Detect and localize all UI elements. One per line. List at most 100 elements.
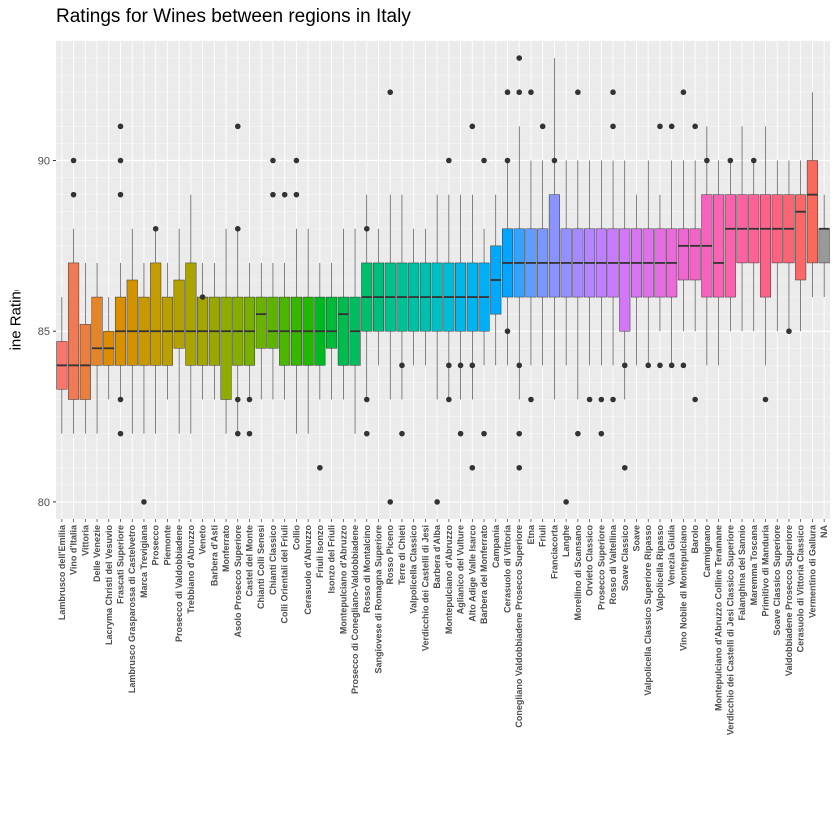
outlier-point	[610, 123, 616, 130]
outlier-point	[575, 430, 581, 437]
outlier-point	[399, 430, 405, 437]
axis-layer: 80 85 90 Lambrusco dell'Emilia Vino d'Italia…	[38, 156, 829, 736]
x-tick-label: Campania	[491, 524, 501, 568]
outlier-point	[786, 328, 792, 335]
x-tick-label: Orvieto Classico	[585, 525, 595, 597]
x-tick-label: NA	[819, 525, 829, 538]
x-tick-label: Terre di Chieti	[397, 525, 407, 585]
outlier-point	[727, 157, 734, 164]
box	[818, 228, 830, 264]
x-tick-label: Aglianico del Vulture	[456, 525, 466, 614]
outlier-point	[563, 499, 569, 505]
outlier-point	[141, 499, 147, 505]
x-tick-label: Trebbiano d'Abruzzo	[186, 525, 196, 614]
outlier-point	[481, 157, 487, 164]
x-tick-label: Valpolicella Classico Superiore Ripasso	[643, 525, 653, 696]
box	[326, 296, 338, 349]
outlier-point	[363, 225, 370, 232]
outlier-point	[246, 430, 253, 437]
x-tick-label: Asolo Prosecco Superiore	[233, 525, 243, 638]
box	[713, 194, 725, 298]
x-tick-label: Lacryma Christi del Vesuvio	[104, 525, 114, 646]
outlier-point	[516, 362, 523, 369]
outlier-point	[363, 430, 370, 437]
outlier-point	[528, 396, 534, 403]
box	[68, 262, 80, 400]
outlier-point	[504, 328, 511, 335]
box	[173, 279, 185, 349]
outlier-point	[117, 430, 124, 437]
x-tick-label: Valpolicella Classico	[409, 524, 419, 613]
outlier-point	[528, 89, 534, 96]
x-tick-label: Barbera d'Alba	[432, 524, 442, 589]
x-tick-label: Isonzo del Friuli	[327, 525, 337, 594]
x-tick-label: Vermentino di Gallura	[807, 524, 817, 618]
outlier-point	[234, 225, 241, 232]
x-tick-label: Soave	[632, 525, 642, 552]
box	[220, 296, 232, 400]
x-tick-label: Montepulciano d'Abruzzo	[444, 525, 454, 635]
outlier-point	[117, 123, 124, 130]
outlier-point	[199, 294, 206, 300]
x-tick-label: Maremma Toscana	[749, 524, 759, 605]
outlier-point	[645, 362, 652, 369]
outlier-point	[598, 430, 605, 437]
x-tick-label: Cerasuolo di Vittoria Classico	[796, 525, 806, 653]
x-tick-label: Piemonte	[162, 525, 172, 566]
x-tick-label: Vino Nobile di Montepulciano	[678, 525, 688, 651]
x-tick-label: Vittoria	[80, 524, 90, 556]
y-tick-label: 80	[38, 497, 50, 509]
x-tick-label: Rosso di Valtellina	[608, 524, 618, 605]
outlier-point	[469, 464, 476, 471]
outlier-point	[668, 123, 675, 130]
x-tick-label: Frascati Superiore	[116, 525, 126, 604]
outlier-point	[610, 396, 616, 403]
outlier-point	[70, 157, 77, 164]
y-axis-title: Wine Ratings	[8, 290, 25, 350]
x-tick-label: Friuli	[538, 525, 548, 547]
x-tick-label: Lambrusco dell'Emilia	[57, 524, 67, 620]
outlier-point	[598, 396, 605, 403]
x-tick-label: Verdicchio dei Castelli di Jesi	[420, 525, 430, 651]
outlier-point	[750, 157, 757, 164]
box	[79, 324, 91, 400]
x-tick-label: Cerasuolo di Vittoria	[503, 524, 513, 613]
x-tick-label: Cerasuolo d'Abruzzo	[303, 525, 313, 615]
outlier-point	[117, 157, 124, 164]
outlier-point	[457, 362, 464, 369]
x-tick-label: Friuli Isonzo	[315, 524, 325, 578]
chart-title: Ratings for Wines between regions in Ita…	[56, 6, 411, 27]
x-tick-label: Prosecco di Valdobbiadene	[174, 525, 184, 642]
x-tick-label: Castel del Monte	[245, 525, 255, 597]
box	[126, 279, 138, 366]
box	[724, 194, 736, 298]
outlier-point	[668, 362, 675, 369]
box	[337, 296, 349, 366]
outlier-point	[293, 191, 300, 198]
outlier-point	[446, 396, 452, 403]
outlier-point	[657, 123, 663, 130]
x-tick-label: Langhe	[561, 525, 571, 557]
outlier-point	[621, 362, 628, 369]
outlier-point	[481, 430, 487, 437]
outlier-point	[692, 396, 698, 403]
y-tick-label: 85	[38, 326, 50, 338]
box	[806, 160, 818, 264]
outlier-point	[610, 89, 616, 96]
outlier-point	[680, 89, 687, 96]
box	[548, 194, 560, 298]
x-tick-label: Veneto	[198, 525, 208, 555]
x-tick-label: Rosso di Montalcino	[362, 525, 372, 614]
outlier-point	[234, 123, 241, 130]
y-tick-label: 90	[38, 156, 50, 168]
outlier-point	[469, 362, 476, 369]
outlier-point	[504, 89, 511, 96]
outlier-point	[586, 396, 593, 403]
outlier-point	[234, 430, 241, 437]
outlier-point	[317, 464, 323, 471]
outlier-point	[621, 464, 628, 471]
x-tick-label: Chianti Colli Senesi	[256, 525, 266, 609]
outlier-point	[446, 362, 452, 369]
box-layer	[56, 55, 830, 505]
